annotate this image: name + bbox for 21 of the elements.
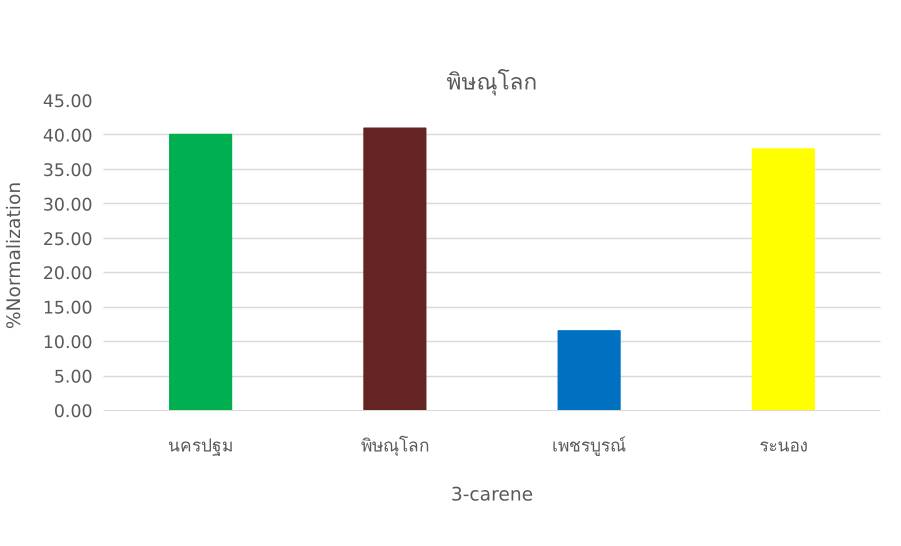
y-tick-label: 25.00 (42, 230, 93, 250)
y-tick-label: 20.00 (42, 264, 93, 284)
bar (363, 128, 426, 410)
y-axis-title: %Normalization (4, 182, 25, 330)
chart-title: พิษณุโลก (446, 68, 538, 96)
y-tick-label: 0.00 (54, 402, 93, 422)
bar (558, 330, 621, 410)
y-tick-label: 35.00 (42, 160, 93, 181)
y-tick-label: 45.00 (42, 92, 93, 112)
x-axis-title: 3-carene (450, 484, 534, 506)
y-tick-label: 15.00 (42, 298, 93, 319)
y-tick-label: 5.00 (54, 368, 93, 388)
x-tick-label: ระนอง (759, 436, 808, 456)
x-tick-label: เพชรบูรณ์ (552, 436, 626, 456)
bar (752, 148, 815, 410)
y-tick-label: 10.00 (42, 333, 93, 354)
y-tick-label: 30.00 (42, 195, 93, 216)
bar (169, 134, 232, 410)
y-tick-label: 40.00 (42, 126, 93, 146)
x-tick-label: พิษณุโลก (360, 436, 429, 456)
x-tick-label: นครปฐม (168, 436, 234, 456)
